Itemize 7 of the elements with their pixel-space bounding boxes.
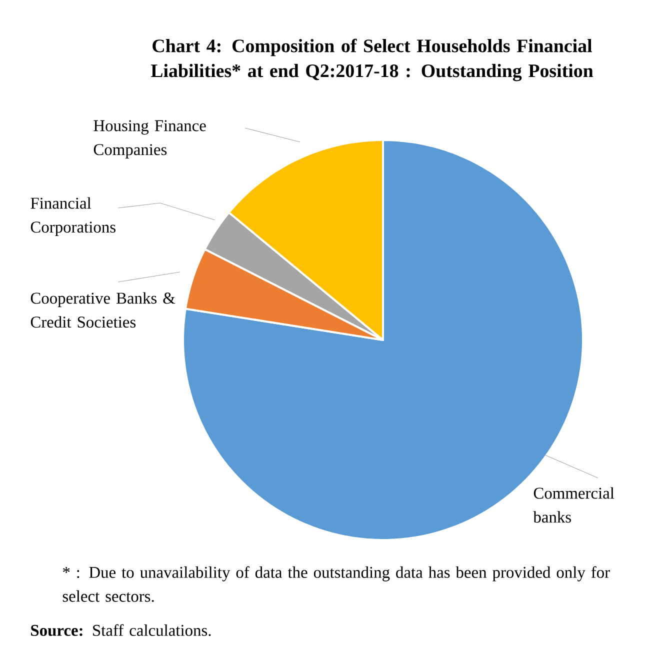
slice-label: Cooperative Banks & Credit Societies: [30, 292, 176, 328]
text: Source: Staff calculations.: [31, 624, 211, 636]
slice-label: Housing Finance Companies: [94, 120, 206, 158]
slice-label: Commercial banks: [533, 487, 614, 523]
slice-label: Financial Corporations: [30, 197, 116, 236]
text: * : Due to unavailability of data the outstanding data has been provided only for select sectors.: [62, 566, 610, 602]
chart-title: Chart 4: Composition of Select Households Financial Liabilities* at end Q2:2017-18 : Outstanding Position: [150, 38, 594, 82]
